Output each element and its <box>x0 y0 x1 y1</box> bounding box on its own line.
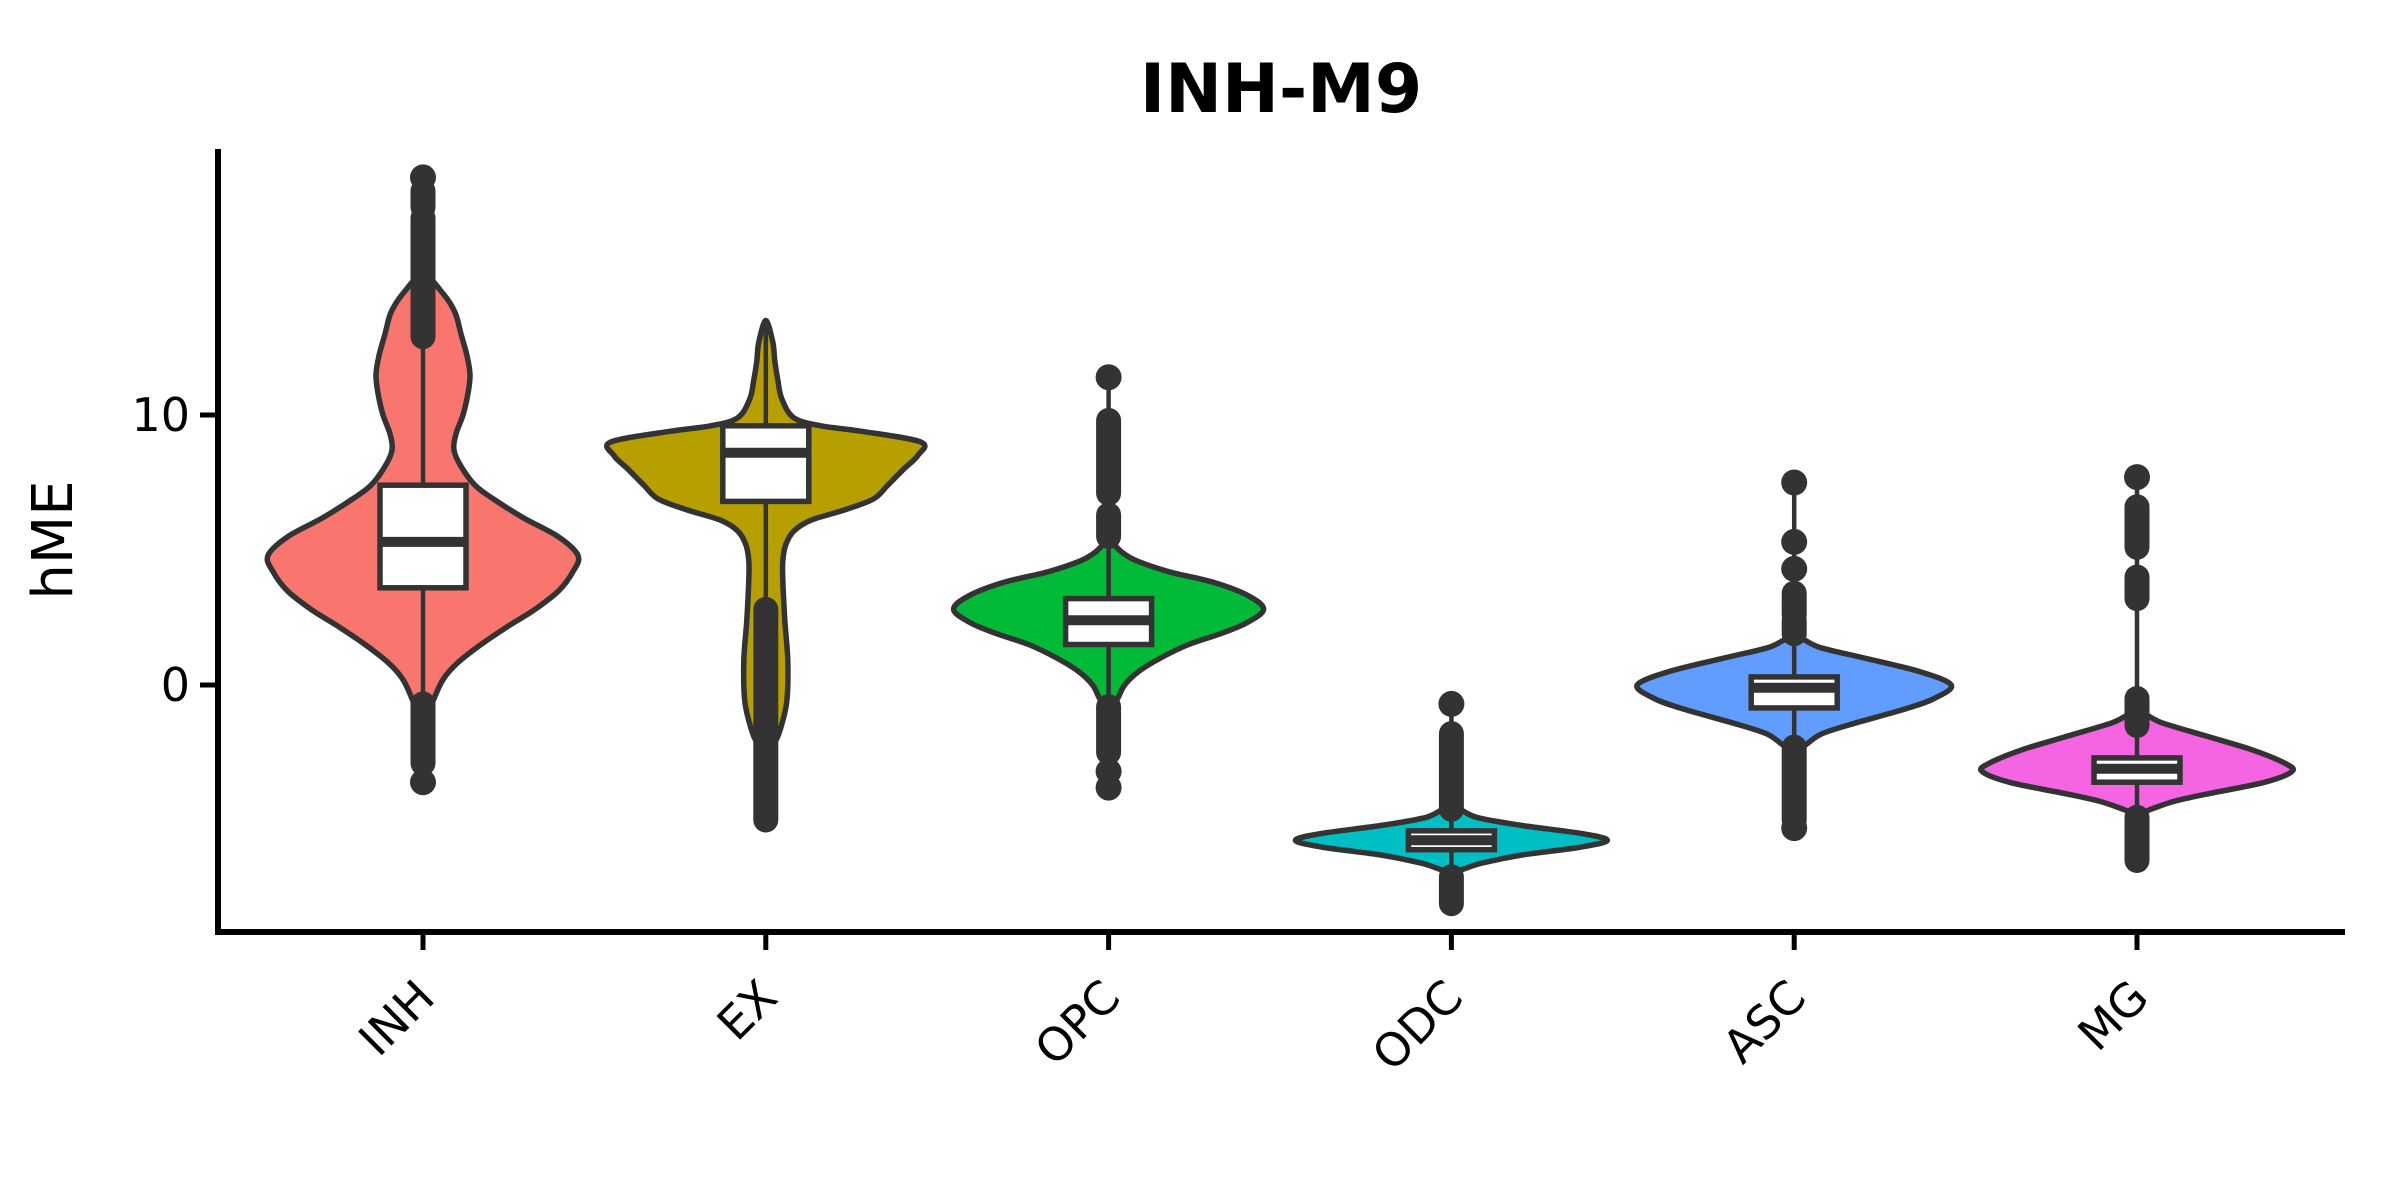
violin-OPC <box>950 364 1267 801</box>
outlier-dot <box>2124 464 2150 491</box>
x-tick-label-ASC: ASC <box>1712 970 1816 1074</box>
outlier-dot <box>1781 528 1808 555</box>
x-tick-label-MG: MG <box>2067 970 2158 1061</box>
chart-title: INH-M9 <box>1140 50 1422 129</box>
outlier-dot <box>410 164 436 191</box>
violin-MG <box>1978 464 2296 873</box>
y-tick-label: 10 <box>131 388 190 442</box>
violins-layer <box>264 164 2296 917</box>
y-axis-label: hME <box>21 480 86 599</box>
box <box>377 482 469 591</box>
outlier-dot <box>1781 555 1808 582</box>
violin-ODC <box>1292 690 1611 917</box>
x-tick-label-INH: INH <box>348 970 445 1067</box>
outlier-dot <box>1438 690 1465 717</box>
outlier-dot <box>410 769 436 796</box>
violin-INH <box>264 164 582 796</box>
y-tick-label: 0 <box>161 658 190 712</box>
axis-lines <box>215 149 2345 935</box>
x-tick-label-EX: EX <box>707 970 788 1051</box>
outlier-dot <box>1781 469 1808 496</box>
violin-ASC <box>1634 469 1955 842</box>
x-tick-label-ODC: ODC <box>1362 970 1474 1082</box>
x-tick-label-OPC: OPC <box>1024 970 1130 1076</box>
outlier-dot <box>1095 774 1122 801</box>
box <box>720 423 812 505</box>
outlier-dot <box>1095 364 1122 391</box>
outlier-dot <box>1781 815 1808 842</box>
violin-EX <box>604 317 928 833</box>
